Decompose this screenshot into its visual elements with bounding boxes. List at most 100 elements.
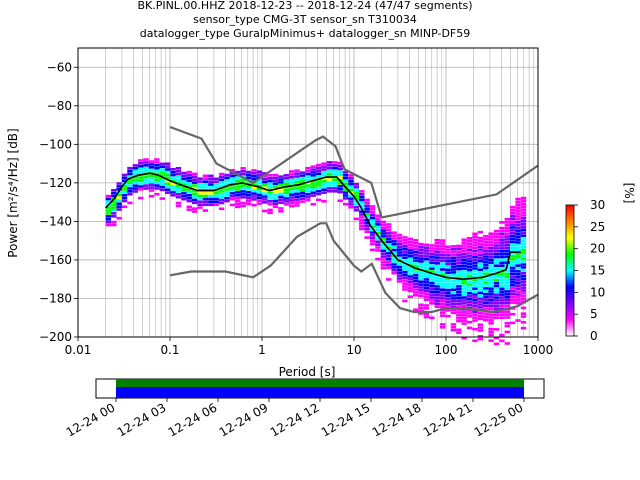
psd-cell	[515, 226, 521, 230]
psd-cell	[412, 267, 419, 271]
psd-cell	[515, 244, 521, 247]
psd-cell	[445, 314, 451, 318]
psd-cell	[520, 297, 527, 301]
psd-cell	[461, 270, 467, 273]
psd-cell	[402, 279, 408, 283]
psd-cell	[412, 282, 419, 286]
psd-cell	[229, 197, 236, 201]
psd-cell	[520, 326, 527, 330]
psd-cell	[488, 232, 494, 236]
psd-cell	[186, 173, 192, 177]
psd-cell	[450, 311, 457, 315]
psd-cell	[305, 198, 311, 202]
psd-cell	[359, 213, 365, 216]
psd-cell	[396, 277, 403, 280]
psd-cell	[375, 240, 381, 244]
psd-cell	[504, 278, 511, 282]
psd-cell	[466, 237, 473, 240]
mode-curve	[105, 172, 521, 281]
timeline-tick-label: 12-24 21	[421, 400, 475, 439]
psd-cell	[466, 274, 473, 278]
psd-cell	[359, 221, 365, 225]
psd-cell	[483, 235, 489, 238]
psd-cell	[402, 253, 408, 257]
psd-cell	[164, 173, 171, 177]
psd-cell	[396, 265, 403, 269]
psd-cell	[154, 166, 160, 170]
psd-cell	[294, 178, 300, 181]
psd-cell	[439, 271, 446, 274]
psd-cell	[504, 226, 511, 230]
psd-cell	[396, 248, 403, 251]
psd-cell	[294, 189, 300, 193]
psd-cell	[364, 210, 370, 213]
psd-cell	[305, 172, 311, 176]
psd-cell	[477, 251, 484, 254]
psd-cell	[515, 319, 521, 322]
psd-cell	[418, 254, 424, 257]
psd-cell	[402, 239, 408, 242]
psd-cell	[283, 174, 289, 177]
psd-cell	[488, 235, 494, 238]
psd-cell	[175, 181, 182, 185]
psd-cell	[510, 231, 516, 235]
psd-cell	[423, 260, 430, 264]
psd-cell	[380, 229, 387, 232]
psd-cell	[170, 188, 176, 191]
psd-cell	[369, 248, 376, 252]
y-tick-label: −180	[39, 291, 72, 305]
psd-cell	[407, 295, 413, 299]
psd-cell	[445, 251, 451, 254]
psd-cell	[256, 170, 263, 174]
psd-cell	[456, 285, 462, 288]
psd-cell	[477, 268, 484, 272]
psd-cell	[359, 227, 365, 231]
psd-cell	[283, 188, 289, 192]
psd-cell	[224, 199, 230, 203]
psd-cell	[412, 285, 419, 288]
y-tick-label: −100	[39, 137, 72, 151]
psd-cell	[251, 186, 257, 190]
psd-cell	[499, 255, 505, 259]
psd-cell	[278, 178, 284, 181]
psd-cell	[515, 197, 521, 201]
psd-cell	[305, 175, 311, 179]
psd-cell	[262, 180, 268, 184]
psd-cell	[472, 290, 478, 293]
psd-cell	[520, 202, 527, 206]
psd-cell	[402, 256, 408, 259]
psd-cell	[423, 272, 430, 276]
psd-cell	[456, 302, 462, 306]
psd-cell	[396, 268, 403, 272]
psd-cell	[520, 234, 527, 237]
psd-cell	[412, 279, 419, 283]
psd-cell	[515, 261, 521, 265]
psd-cell	[450, 256, 457, 260]
psd-cell	[305, 195, 311, 199]
timeline-tick-label: 12-24 06	[166, 400, 220, 439]
psd-cell	[466, 312, 473, 315]
psd-cell	[111, 200, 117, 204]
psd-cell	[493, 255, 500, 259]
psd-cell	[450, 279, 457, 283]
psd-cell	[445, 271, 451, 275]
psd-cell	[278, 198, 284, 202]
psd-cell	[240, 201, 246, 205]
psd-cell	[439, 253, 446, 257]
psd-cell	[439, 288, 446, 292]
psd-cell	[499, 316, 505, 320]
psd-cell	[386, 254, 392, 258]
psd-cell	[278, 195, 284, 199]
psd-cell	[105, 209, 112, 212]
psd-cell	[132, 164, 139, 167]
psd-cell	[353, 188, 360, 192]
psd-cell	[504, 342, 511, 345]
psd-cell	[504, 330, 511, 334]
psd-cell	[423, 292, 430, 296]
psd-cell	[186, 199, 192, 203]
psd-cell	[499, 252, 505, 256]
psd-cell	[359, 224, 365, 228]
psd-cell	[466, 239, 473, 243]
psd-cell	[218, 178, 225, 182]
